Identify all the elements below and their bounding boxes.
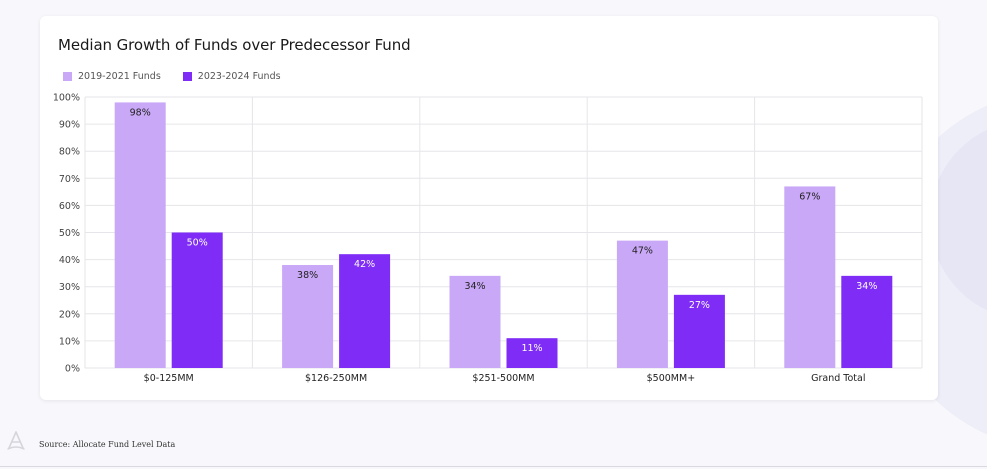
chart-title: Median Growth of Funds over Predecessor … (58, 36, 411, 54)
legend-item-series-2: 2023-2024 Funds (182, 71, 281, 82)
y-tick-label: 40% (59, 255, 80, 266)
data-label-series-1: 98% (130, 107, 151, 118)
x-tick-label: $0-125MM (144, 373, 194, 384)
legend-swatch-series-1 (63, 72, 72, 81)
bar-chart: 0% 10% 20% 30% 40% 50% 60% 70% 80% 90% 100% 98% 50% $… (53, 93, 923, 384)
chart-legend: 2019-2021 Funds 2023-2024 Funds (63, 71, 281, 82)
y-tick-label: 0% (65, 364, 80, 375)
x-tick-label: $126-250MM (305, 373, 367, 384)
x-tick-label: Grand Total (811, 373, 865, 384)
legend-label-series-2: 2023-2024 Funds (197, 71, 281, 82)
bar-series-1 (784, 186, 836, 368)
bar-series-2 (506, 338, 558, 368)
legend-swatch-series-2 (182, 72, 192, 81)
y-tick-label: 10% (59, 336, 80, 347)
bar-series-2 (339, 254, 391, 368)
y-tick-label: 90% (59, 120, 80, 131)
y-tick-label: 30% (59, 282, 80, 293)
y-tick-label: 20% (59, 309, 80, 320)
y-tick-label: 80% (59, 147, 80, 158)
bar-series-2 (841, 275, 893, 368)
data-label-series-1: 67% (799, 191, 820, 202)
legend-label-series-1: 2019-2021 Funds (78, 71, 161, 82)
data-label-series-2: 34% (856, 281, 877, 292)
data-label-series-1: 38% (297, 270, 318, 281)
allocate-logo-icon (7, 431, 25, 450)
bar-series-1 (114, 102, 166, 369)
bar-series-2 (673, 294, 725, 368)
data-label-series-1: 34% (464, 281, 485, 292)
y-tick-label: 60% (59, 201, 80, 212)
data-label-series-2: 27% (689, 300, 710, 311)
bar-series-1 (449, 275, 501, 368)
x-tick-label: $251-500MM (472, 373, 534, 384)
y-tick-label: 50% (59, 228, 80, 239)
bar-series-1 (616, 240, 668, 368)
bar-series-1 (282, 265, 334, 368)
y-tick-label: 70% (59, 174, 80, 185)
data-label-series-2: 11% (521, 343, 542, 354)
data-label-series-2: 42% (354, 259, 375, 270)
legend-item-series-1: 2019-2021 Funds (63, 71, 161, 82)
source-note: Source: Allocate Fund Level Data (39, 440, 176, 449)
chart-card: Median Growth of Funds over Predecessor … (40, 16, 938, 400)
bar-series-2 (171, 232, 223, 368)
y-tick-label: 100% (53, 93, 80, 104)
x-tick-label: $500MM+ (647, 373, 696, 384)
data-label-series-2: 50% (187, 238, 208, 249)
data-label-series-1: 47% (632, 246, 653, 257)
bottom-divider (0, 466, 987, 467)
